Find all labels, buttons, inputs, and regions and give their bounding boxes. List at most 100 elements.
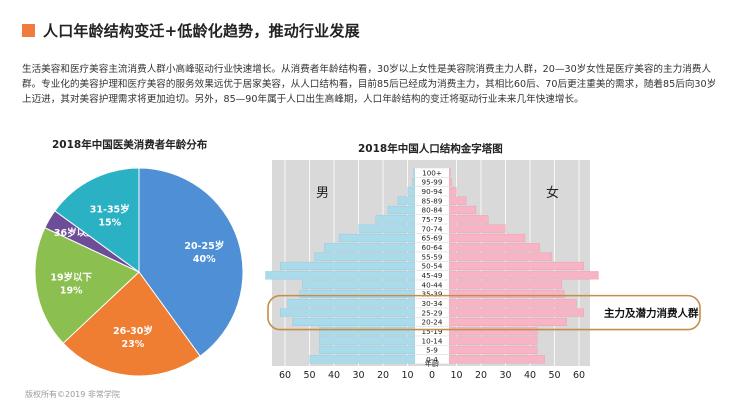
- consumer-group-highlight-box: [267, 294, 701, 331]
- pyramid-bar-male: [387, 205, 416, 215]
- pyramid-x-tick-label: 40: [328, 370, 340, 381]
- pyramid-bar-female: [448, 215, 489, 224]
- pyramid-age-label: 95-99: [422, 178, 443, 187]
- pyramid-bar-female: [448, 271, 599, 280]
- pyramid-bar-female: [448, 196, 467, 205]
- pyramid-legend-female: 女: [546, 185, 559, 201]
- pyramid-bar-female: [448, 336, 538, 345]
- pyramid-age-label-bg: [415, 336, 449, 345]
- pyramid-bar-male: [413, 168, 416, 177]
- pyramid-age-label-bg: [415, 233, 449, 243]
- pyramid-bar-male: [280, 261, 416, 271]
- pyramid-bar-male: [319, 345, 416, 355]
- pyramid-x-tick-label: 30: [499, 370, 511, 381]
- pyramid-age-label-bg: [415, 289, 449, 299]
- pyramid-bar-female: [448, 177, 452, 187]
- pyramid-age-label: 30-34: [422, 299, 443, 308]
- pyramid-age-label: 25-29: [422, 308, 443, 317]
- pyramid-age-label-bg: [415, 177, 449, 187]
- pyramid-legend-male: 男: [316, 186, 329, 201]
- pyramid-age-label-bg: [415, 186, 449, 196]
- pyramid-bar-male: [375, 215, 416, 224]
- pie-slice: [34, 227, 140, 344]
- pyramid-bar-female: [448, 355, 545, 364]
- pyramid-age-label-bg: [415, 308, 449, 317]
- pyramid-bar-female: [448, 327, 538, 336]
- pyramid-age-label: 80-84: [422, 206, 443, 215]
- pyramid-bar-male: [324, 243, 416, 252]
- pyramid-bar-male: [280, 308, 416, 317]
- pyramid-age-label-bg: [415, 270, 449, 280]
- pyramid-x-tick-label: 20: [475, 370, 487, 381]
- pyramid-age-label-bg: [415, 326, 449, 336]
- pie-slice-label: 26-30岁: [113, 325, 153, 337]
- pyramid-bar-male: [265, 271, 416, 280]
- pyramid-x-tick-label: 0: [429, 370, 435, 381]
- pyramid-bar-male: [397, 196, 416, 205]
- pyramid-age-label-bg: [415, 168, 449, 178]
- pyramid-age-label: 70-74: [422, 224, 443, 233]
- pyramid-annotation: 主力及潜力消费人群: [604, 307, 699, 320]
- pyramid-bar-female: [448, 280, 562, 289]
- pyramid-bar-female: [448, 308, 584, 317]
- pyramid-age-label: 55-59: [422, 252, 443, 261]
- pyramid-bar-female: [448, 187, 457, 196]
- pyramid-age-label: 20-24: [422, 318, 443, 327]
- pyramid-age-label: 85-89: [422, 196, 443, 205]
- pyramid-age-label: 5-9: [426, 346, 438, 355]
- pyramid-age-label-bg: [415, 196, 449, 206]
- pyramid-age-label-bg: [415, 298, 449, 308]
- pyramid-age-label: 100+: [422, 168, 442, 177]
- pyramid-x-tick-label: 50: [303, 370, 315, 381]
- pyramid-age-label: 90-94: [422, 187, 443, 196]
- pyramid-age-label: 65-69: [422, 234, 443, 243]
- pyramid-bar-female: [448, 317, 567, 327]
- pyramid-bar-male: [287, 299, 416, 308]
- pyramid-x-tick-label: 10: [450, 370, 462, 381]
- pyramid-bar-female: [448, 299, 577, 308]
- pyramid-bar-male: [309, 355, 416, 364]
- pyramid-age-label-bg: [415, 252, 449, 261]
- pie-slice-label: 31-35岁: [90, 204, 130, 216]
- pyramid-bar-male: [299, 289, 416, 299]
- pyramid-x-tick-label: 20: [377, 370, 389, 381]
- pyramid-age-label-bg: [415, 205, 449, 215]
- pyramid-bar-male: [319, 336, 416, 345]
- pyramid-age-label-bg: [415, 242, 449, 252]
- pyramid-age-label-bg: [415, 280, 449, 289]
- pie-chart-title: 2018年中国医美消费者年龄分布: [52, 139, 208, 151]
- pyramid-age-label: 15-19: [422, 327, 443, 336]
- pie-slice-value: 40%: [193, 254, 216, 265]
- pyramid-bar-male: [302, 280, 416, 289]
- pyramid-bar-male: [358, 224, 416, 233]
- pyramid-bar-male: [338, 233, 416, 243]
- pyramid-bar-male: [407, 187, 416, 196]
- pyramid-x-tick-label: 10: [401, 370, 413, 381]
- pyramid-age-label-bg: [415, 317, 449, 327]
- pyramid-age-label-bg: [415, 224, 449, 234]
- pyramid-age-label: 0-4: [426, 355, 438, 364]
- pyramid-age-label: 10-14: [422, 336, 443, 345]
- pyramid-x-tick-label: 60: [573, 370, 585, 381]
- pie-slice: [138, 167, 244, 357]
- pyramid-x-tick-label: 50: [548, 370, 560, 381]
- pyramid-age-label: 75-79: [422, 215, 443, 224]
- pyramid-x-tick-label: 40: [524, 370, 536, 381]
- pyramid-bar-female: [448, 233, 526, 243]
- pyramid-age-label: 50-54: [422, 262, 443, 271]
- pie-slice: [54, 167, 140, 273]
- pyramid-age-label-bg: [415, 354, 449, 364]
- pyramid-bar-female: [448, 345, 538, 355]
- pyramid-bar-female: [448, 168, 451, 177]
- page-title: 人口年龄结构变迁+低龄化趋势，推动行业发展: [43, 22, 360, 40]
- pyramid-bar-male: [412, 177, 416, 187]
- pie-slice-value: 19%: [60, 286, 83, 297]
- pyramid-x-axis-label: 年龄: [425, 359, 439, 368]
- pyramid-bar-female: [448, 252, 553, 261]
- pyramid-age-label-bg: [415, 261, 449, 271]
- pyramid-x-tick-label: 60: [279, 370, 291, 381]
- pyramid-bar-female: [448, 224, 506, 233]
- pyramid-bar-male: [319, 327, 416, 336]
